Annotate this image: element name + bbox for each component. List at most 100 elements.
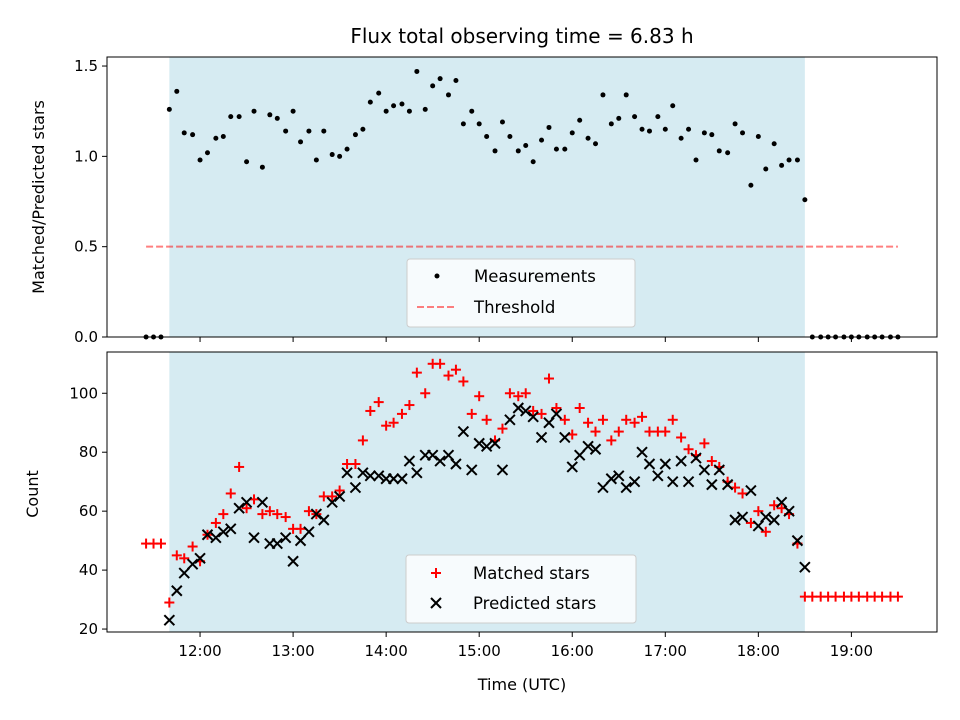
measurement-point bbox=[283, 128, 289, 134]
ratio-panel: 0.0 0.5 1.0 1.5 Flux total observing time =… bbox=[29, 24, 938, 346]
matched-star-point bbox=[373, 397, 384, 408]
matched-star-point bbox=[257, 509, 268, 520]
ratio-legend-box bbox=[406, 258, 636, 328]
matched-star-point bbox=[753, 506, 764, 517]
legend-predicted-marker bbox=[430, 597, 442, 609]
matched-star-point bbox=[155, 538, 166, 549]
predicted-star-point bbox=[628, 475, 641, 488]
predicted-star-point bbox=[303, 526, 315, 538]
predicted-star-point bbox=[279, 531, 292, 544]
predicted-star-point bbox=[450, 458, 462, 470]
measurement-point bbox=[616, 115, 622, 121]
measurement-point bbox=[725, 150, 731, 156]
matched-star-point bbox=[644, 426, 655, 437]
predicted-star-point bbox=[698, 464, 711, 476]
matched-star-point bbox=[388, 417, 399, 428]
measurement-point bbox=[437, 76, 443, 82]
measurement-point bbox=[539, 137, 545, 143]
measurement-point bbox=[476, 121, 482, 127]
measurement-point bbox=[546, 124, 552, 130]
matched-star-point bbox=[699, 438, 710, 449]
matched-star-point bbox=[497, 423, 508, 434]
matched-star-point bbox=[583, 417, 594, 428]
measurement-point bbox=[786, 157, 792, 163]
measurement-point bbox=[422, 106, 428, 112]
predicted-star-point bbox=[721, 478, 734, 491]
predicted-star-point bbox=[287, 555, 299, 567]
predicted-star-point bbox=[457, 425, 470, 438]
measurement-point bbox=[523, 143, 529, 149]
measurement-point bbox=[360, 126, 366, 132]
measurement-point bbox=[639, 126, 645, 132]
measurement-point bbox=[376, 90, 382, 96]
predicted-star-point bbox=[760, 511, 772, 523]
matched-star-point bbox=[676, 432, 687, 443]
measurement-point bbox=[414, 68, 420, 74]
matched-star-point bbox=[606, 435, 617, 446]
legend-threshold-label: Threshold bbox=[473, 298, 555, 317]
matched-star-point bbox=[574, 403, 585, 413]
measurement-point bbox=[337, 153, 343, 159]
measurement-point bbox=[445, 92, 451, 98]
measurement-point bbox=[593, 141, 599, 147]
predicted-star-point bbox=[240, 496, 253, 509]
predicted-star-point bbox=[489, 437, 501, 450]
measurement-point bbox=[190, 132, 196, 138]
predicted-star-point bbox=[659, 458, 672, 470]
matched-star-point bbox=[350, 459, 361, 469]
predicted-star-point bbox=[589, 443, 602, 455]
predicted-star-point bbox=[550, 408, 563, 420]
predicted-star-point bbox=[667, 475, 679, 488]
matched-star-point bbox=[225, 488, 236, 499]
measurement-point bbox=[562, 146, 568, 152]
measurement-point bbox=[794, 157, 800, 163]
measurement-point bbox=[577, 117, 583, 123]
matched-star-point bbox=[411, 367, 422, 378]
matched-star-point bbox=[807, 591, 818, 602]
measurement-point bbox=[460, 121, 466, 127]
matched-star-point bbox=[342, 459, 353, 469]
legend-measurement-marker bbox=[434, 273, 440, 279]
ratio-plot-frame bbox=[106, 56, 938, 338]
measurement-point bbox=[670, 103, 676, 109]
predicted-star-point bbox=[791, 534, 804, 547]
matched-star-point bbox=[660, 426, 671, 437]
matched-star-point bbox=[559, 414, 570, 425]
measurement-point bbox=[515, 148, 521, 154]
predicted-star-point bbox=[768, 514, 780, 526]
matched-star-point bbox=[520, 388, 531, 399]
measurement-point bbox=[391, 103, 397, 109]
measurement-point bbox=[453, 77, 459, 83]
y-tick-label: 0.0 bbox=[74, 328, 98, 346]
measurement-point bbox=[709, 132, 715, 138]
count-y-axis-label: Count bbox=[23, 470, 42, 518]
measurement-point bbox=[267, 112, 273, 118]
measurement-point bbox=[220, 133, 226, 139]
matched-star-point bbox=[474, 391, 485, 402]
matched-star-point bbox=[466, 408, 477, 419]
measurement-point bbox=[716, 148, 722, 154]
matched-star-point bbox=[210, 517, 221, 528]
measurement-point bbox=[569, 130, 575, 136]
matched-star-point bbox=[613, 426, 624, 437]
predicted-star-point bbox=[318, 514, 330, 526]
x-tick-label: 12:00 bbox=[178, 642, 221, 660]
measurement-point bbox=[352, 132, 358, 138]
measurement-point bbox=[755, 133, 761, 139]
predicted-star-point bbox=[326, 496, 338, 509]
measurement-point bbox=[197, 157, 203, 163]
measurement-point bbox=[228, 114, 234, 120]
legend-matched-marker bbox=[431, 568, 441, 578]
predicted-star-point bbox=[387, 473, 400, 485]
predicted-star-point bbox=[426, 449, 439, 461]
predicted-star-point bbox=[783, 505, 795, 517]
matched-star-point bbox=[365, 405, 376, 416]
matched-star-point bbox=[513, 391, 524, 402]
predicted-star-point bbox=[466, 464, 478, 476]
predicted-star-point bbox=[559, 431, 571, 444]
measurement-point bbox=[484, 133, 490, 139]
measurement-point bbox=[204, 150, 210, 156]
predicted-star-point bbox=[605, 473, 618, 485]
measurement-points bbox=[143, 68, 901, 340]
x-tick-label: 19:00 bbox=[830, 642, 873, 660]
